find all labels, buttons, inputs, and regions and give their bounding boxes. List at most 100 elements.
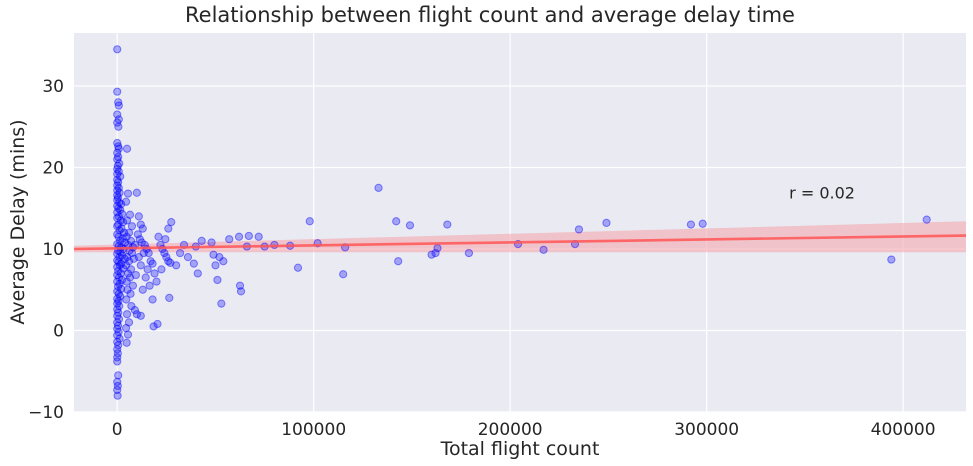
scatter-point: [431, 248, 440, 258]
scatter-point: [234, 232, 244, 241]
scatter-point: [574, 225, 584, 234]
scatter-point: [113, 324, 122, 333]
scatter-point: [115, 188, 124, 197]
scatter-point: [164, 257, 173, 266]
scatter-point: [113, 249, 122, 258]
scatter-point: [148, 259, 157, 268]
scatter-point: [120, 254, 129, 263]
scatter-point: [116, 216, 125, 225]
scatter-point: [135, 235, 144, 244]
scatter-point: [115, 261, 124, 270]
scatter-point: [132, 310, 141, 319]
scatter-point: [113, 110, 122, 119]
scatter-point: [394, 257, 403, 266]
scatter-point: [114, 297, 123, 306]
scatter-point: [113, 349, 122, 358]
scatter-point: [887, 255, 896, 264]
scatter-point: [113, 381, 122, 391]
scatter-point: [113, 318, 122, 327]
scatter-point: [113, 201, 122, 210]
scatter-point: [114, 371, 123, 380]
scatter-point: [254, 232, 263, 241]
scatter-point: [305, 217, 314, 226]
scatter-point: [113, 193, 123, 202]
scatter-point: [124, 257, 134, 266]
scatter-point: [114, 289, 123, 298]
scatter-point: [115, 279, 124, 289]
scatter-point: [122, 295, 131, 304]
scatter-point: [138, 224, 147, 233]
scatter-point: [114, 144, 123, 153]
scatter-point: [124, 318, 134, 327]
scatter-point: [211, 261, 220, 270]
scatter-point: [113, 208, 122, 217]
scatter-point: [113, 287, 122, 296]
scatter-point: [113, 148, 122, 157]
y-tick-label: −10: [28, 403, 64, 423]
scatter-point: [113, 321, 123, 330]
scatter-point: [136, 261, 145, 270]
scatter-point: [922, 215, 931, 224]
correlation-annotation: r = 0.02: [789, 183, 855, 202]
scatter-point: [189, 259, 198, 268]
scatter-point: [119, 217, 128, 227]
scatter-point: [115, 253, 124, 262]
scatter-point: [122, 277, 131, 286]
scatter-point: [117, 224, 126, 233]
x-tick-label: 0: [112, 420, 123, 440]
scatter-point: [120, 228, 129, 237]
scatter-point: [113, 277, 122, 286]
scatter-point: [464, 248, 474, 258]
scatter-point: [433, 244, 442, 253]
scatter-point: [114, 115, 123, 124]
scatter-point: [219, 257, 228, 266]
scatter-point: [113, 262, 122, 272]
scatter-point: [123, 285, 132, 294]
scatter-point: [113, 282, 123, 291]
x-tick-label: 100000: [281, 420, 346, 440]
scatter-point: [118, 251, 127, 260]
scatter-point: [144, 248, 153, 258]
scatter-point: [114, 167, 123, 176]
scatter-point: [137, 238, 146, 247]
chart-title: Relationship between flight count and av…: [185, 3, 795, 27]
scatter-point: [113, 195, 122, 205]
scatter-point: [115, 198, 124, 207]
scatter-point: [209, 250, 218, 259]
scatter-point: [113, 161, 122, 170]
scatter-point: [405, 221, 415, 230]
y-tick-label: 10: [42, 240, 64, 260]
scatter-point: [131, 270, 140, 280]
scatter-point: [113, 181, 122, 190]
scatter-point: [113, 169, 122, 179]
scatter-point: [114, 314, 124, 324]
plot-area: [74, 33, 966, 412]
scatter-point: [118, 209, 127, 219]
scatter-point: [686, 220, 696, 229]
scatter-point: [427, 250, 436, 259]
scatter-point: [175, 248, 185, 258]
scatter-point: [161, 235, 170, 244]
data-points: [113, 45, 931, 400]
scatter-point: [116, 236, 125, 245]
scatter-point: [136, 311, 145, 320]
scatter-point: [113, 256, 122, 265]
scatter-point: [113, 155, 122, 164]
scatter-point: [443, 220, 452, 229]
scatter-point: [122, 232, 131, 241]
scatter-point: [183, 253, 193, 262]
scatter-point: [133, 230, 142, 239]
y-axis-title: Average Delay (mins): [7, 119, 29, 324]
scatter-point: [132, 188, 141, 197]
scatter-point: [197, 236, 206, 245]
scatter-point: [126, 236, 136, 245]
scatter-point: [244, 231, 253, 241]
scatter-point: [116, 205, 125, 214]
scatter-point: [114, 204, 123, 213]
scatter-point: [118, 234, 127, 243]
scatter-point: [122, 144, 132, 153]
scatter-point: [114, 212, 123, 221]
scatter-point: [134, 212, 143, 221]
scatter-point: [138, 285, 147, 294]
